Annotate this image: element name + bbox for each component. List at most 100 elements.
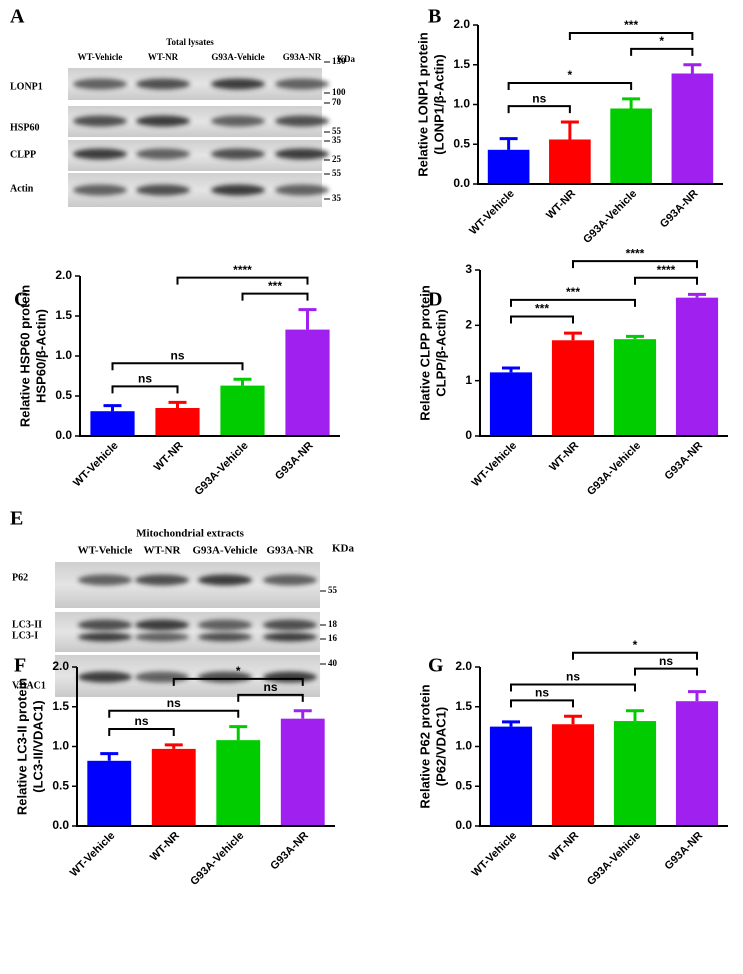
error-bar [626, 709, 644, 722]
lane-label: G93A-Vehicle [211, 52, 264, 62]
bar [489, 372, 533, 436]
significance-bracket [507, 105, 571, 114]
x-tick-label: WT-Vehicle [470, 440, 520, 490]
axes [479, 667, 728, 827]
significance-bracket [172, 677, 304, 686]
y-axis-label: (P62/VDAC1) [433, 707, 448, 786]
row-label: LONP1 [10, 81, 43, 92]
y-tick-label: 2.0 [52, 659, 69, 673]
lane-label: WT-NR [148, 52, 179, 62]
bar [220, 385, 265, 436]
blot-band [275, 148, 329, 160]
y-tick-label: 1.5 [453, 57, 470, 71]
axes [79, 276, 340, 437]
blot-band [78, 671, 132, 683]
marker-label: 18 [328, 619, 338, 629]
marker-label: 55 [332, 168, 342, 178]
bar [151, 748, 196, 826]
x-tick-label: G93A-Vehicle [585, 440, 643, 498]
row-label: Actin [10, 183, 34, 194]
bar [489, 726, 533, 826]
significance-label: ns [134, 714, 148, 728]
error-bar [626, 334, 644, 340]
significance-bracket [510, 315, 574, 324]
blot-band [135, 632, 189, 642]
error-bar [688, 292, 706, 298]
panel-label: G [428, 655, 444, 677]
y-axis-label: CLPP/β-Actin) [433, 309, 448, 396]
significance-bracket [510, 699, 574, 708]
significance-label: ns [263, 680, 277, 694]
y-tick-label: 0.0 [55, 428, 72, 442]
row-label: P62 [12, 572, 28, 583]
blot-band [135, 671, 189, 683]
bar [285, 329, 330, 436]
y-axis-label: HSP60/β-Actin) [33, 309, 48, 403]
bar [613, 721, 657, 826]
significance-label: ns [167, 696, 181, 710]
unit-label: KDa [337, 54, 356, 64]
error-bar [502, 366, 520, 373]
y-tick-label: 0.0 [52, 818, 69, 832]
significance-label: ns [170, 348, 184, 362]
x-tick-label: WT-Vehicle [467, 188, 517, 238]
significance-label: **** [626, 246, 645, 260]
bar [671, 73, 714, 184]
y-tick-label: 1.5 [455, 699, 472, 713]
x-tick-label: G93A-Vehicle [192, 440, 250, 498]
significance-label: **** [657, 263, 676, 277]
row-label: LC3-II [12, 619, 42, 630]
x-tick-label: G93A-Vehicle [585, 830, 643, 888]
axes [477, 25, 723, 185]
significance-bracket [108, 728, 175, 737]
significance-label: * [236, 664, 241, 678]
significance-label: ns [138, 372, 152, 386]
bar [613, 339, 657, 436]
y-axis-label: Relative LONP1 protein [415, 32, 430, 177]
significance-label: ns [659, 654, 673, 668]
y-tick-label: 2 [465, 318, 472, 332]
x-tick-label: WT-NR [547, 440, 581, 474]
significance-bracket [572, 260, 698, 269]
y-tick-label: 1.0 [455, 739, 472, 753]
blot-band [198, 671, 252, 683]
x-tick-label: WT-NR [544, 188, 578, 222]
panel-label: B [428, 6, 441, 28]
bar [280, 718, 325, 826]
error-bar [564, 331, 582, 341]
x-tick-label: WT-Vehicle [71, 440, 121, 490]
blot-band [135, 619, 189, 631]
y-tick-label: 2.0 [55, 268, 72, 282]
significance-bracket [241, 292, 309, 301]
significance-bracket [572, 651, 698, 660]
bar [216, 740, 261, 826]
error-bar [229, 725, 248, 741]
blot-header: Mitochondrial extracts [136, 528, 245, 540]
blot-band [73, 78, 127, 90]
significance-bracket [111, 362, 244, 371]
x-tick-label: WT-NR [148, 830, 182, 864]
significance-label: *** [535, 302, 549, 316]
significance-label: ns [535, 686, 549, 700]
significance-bracket [108, 709, 240, 718]
significance-label: * [659, 34, 664, 48]
marker-label: 130 [332, 56, 346, 66]
blot-header: Total lysates [166, 37, 214, 47]
y-tick-label: 1.5 [55, 308, 72, 322]
y-tick-label: 1.0 [453, 97, 470, 111]
y-axis-label: Relative P62 protein [417, 684, 432, 808]
blot-band [275, 184, 329, 196]
lane-label: WT-NR [144, 545, 182, 557]
error-bar [564, 714, 582, 725]
lane-label: WT-Vehicle [78, 52, 123, 62]
significance-bracket [510, 298, 636, 307]
axes [76, 667, 335, 827]
row-label: HSP60 [10, 122, 39, 133]
bar [155, 408, 200, 436]
bar [87, 760, 132, 826]
significance-label: **** [233, 263, 252, 277]
blot-band [78, 619, 132, 631]
x-tick-label: WT-Vehicle [470, 830, 520, 880]
